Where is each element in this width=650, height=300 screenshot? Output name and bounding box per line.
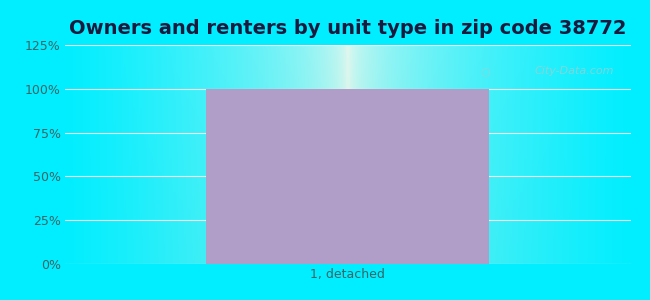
Bar	[207, 89, 489, 264]
Title: Owners and renters by unit type in zip code 38772: Owners and renters by unit type in zip c…	[69, 19, 627, 38]
Text: ○: ○	[480, 66, 490, 76]
Text: City-Data.com: City-Data.com	[534, 66, 614, 76]
